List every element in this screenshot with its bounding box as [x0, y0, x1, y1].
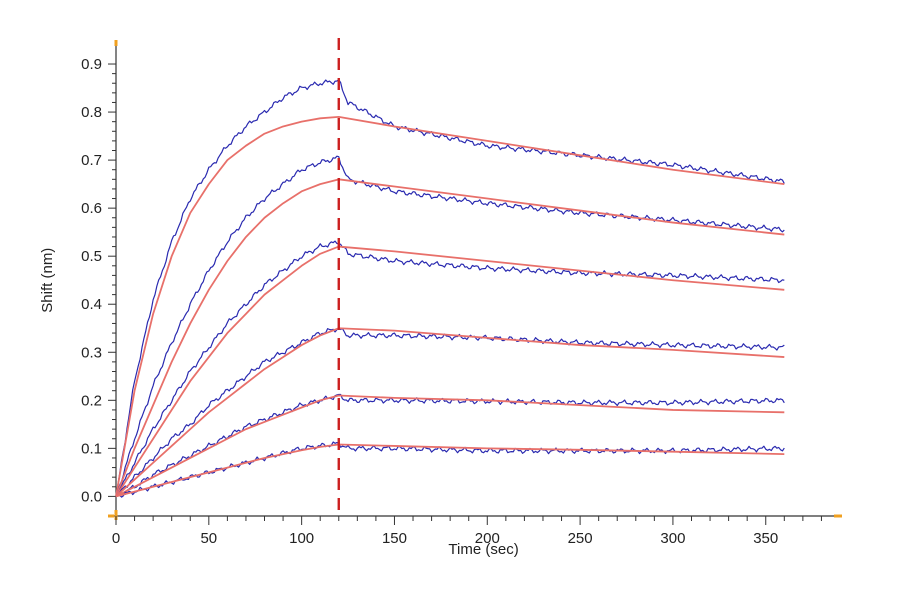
y-tick-label: 0.3 — [81, 344, 102, 361]
fit-curve — [115, 394, 785, 498]
x-tick-label: 150 — [382, 530, 407, 547]
y-tick-label: 0.8 — [81, 104, 102, 121]
x-tick-label: 300 — [660, 530, 685, 547]
x-tick-label: 0 — [112, 530, 120, 547]
x-ticks-group: 0 50 100 150 200 250 300 350 — [112, 516, 822, 547]
y-tick-label: 0.1 — [81, 440, 102, 457]
y-tick-label: 0.2 — [81, 392, 102, 409]
y-tick-label: 0.4 — [81, 296, 102, 313]
series-layer — [115, 79, 785, 498]
measured-trace — [115, 240, 785, 497]
fit-curve — [115, 245, 785, 497]
fit-curve — [115, 178, 785, 497]
fit-curve — [115, 327, 785, 498]
axes-group — [108, 40, 842, 520]
y-ticks-group: 0.0 0.1 0.2 0.3 0.4 0.5 0.6 0.7 0.8 0.9 — [81, 56, 116, 505]
measured-trace — [115, 155, 785, 497]
x-tick-label: 250 — [568, 530, 593, 547]
measured-trace — [115, 79, 785, 497]
y-tick-label: 0.6 — [81, 200, 102, 217]
fit-curve — [115, 443, 785, 498]
y-axis-title: Shift (nm) — [39, 248, 56, 313]
x-axis-title: Time (sec) — [448, 541, 518, 558]
x-tick-label: 350 — [753, 530, 778, 547]
x-tick-label: 100 — [289, 530, 314, 547]
y-tick-label: 0.9 — [81, 56, 102, 73]
y-tick-label: 0.5 — [81, 248, 102, 265]
fit-curve — [115, 115, 785, 497]
measured-trace — [115, 327, 785, 497]
x-tick-label: 50 — [200, 530, 217, 547]
y-tick-label: 0.7 — [81, 152, 102, 169]
x-tick-label: 200 — [475, 530, 500, 547]
y-tick-label: 0.0 — [81, 488, 102, 505]
